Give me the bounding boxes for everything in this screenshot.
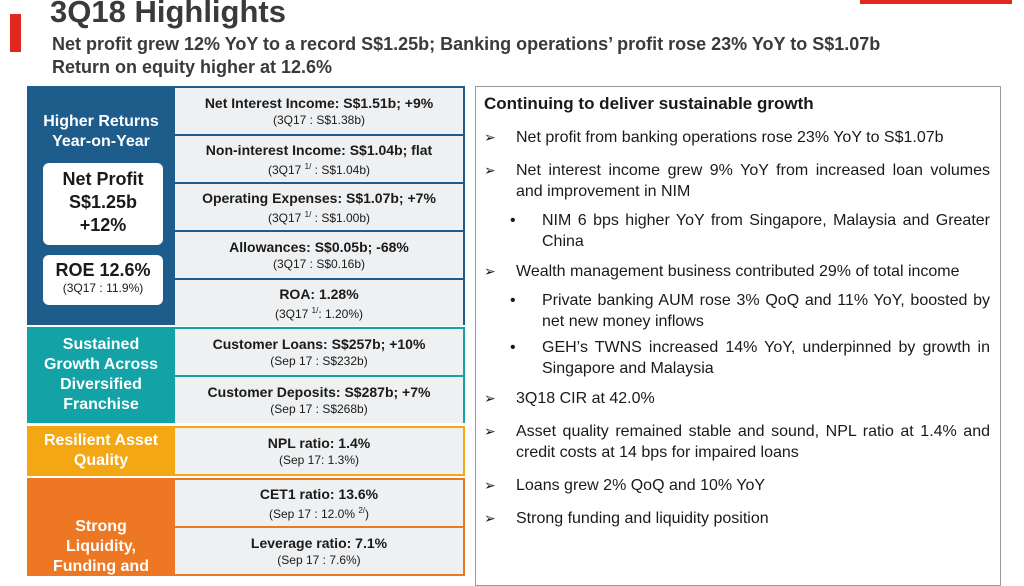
metric-net-interest-income: Net Interest Income: S$1.51b; +9% (3Q17 … bbox=[175, 88, 463, 134]
sub-bullet-text: GEH’s TWNS increased 14% YoY, underpinne… bbox=[542, 339, 990, 377]
commentary-panel: Continuing to deliver sustainable growth… bbox=[475, 86, 1001, 586]
bullet-text: Net profit from banking operations rose … bbox=[516, 129, 944, 146]
roe-value: ROE 12.6% bbox=[55, 260, 151, 280]
bullet-text: Strong funding and liquidity position bbox=[516, 510, 769, 527]
metric-sub: (Sep 17 : 12.0% 2/) bbox=[175, 503, 463, 522]
bullet-text: Wealth management business contributed 2… bbox=[516, 263, 960, 280]
bullet-item: ➢ Loans grew 2% QoQ and 10% YoY bbox=[484, 475, 990, 496]
bullet-item: ➢ Asset quality remained stable and sound… bbox=[484, 421, 990, 463]
arrow-bullet-icon: ➢ bbox=[484, 510, 496, 526]
metric-main: Operating Expenses: S$1.07b; +7% bbox=[202, 189, 436, 206]
metric-sub: (3Q17 1/ : S$1.00b) bbox=[175, 207, 463, 226]
metric-sub: (Sep 17 : S$268b) bbox=[270, 402, 368, 416]
sub-bullet-item: • Private banking AUM rose 3% QoQ and 11%… bbox=[510, 290, 990, 332]
subtitle-line-1: Net profit grew 12% YoY to a record S$1.… bbox=[52, 34, 881, 54]
bullet-item: ➢ Wealth management business contributed … bbox=[484, 261, 990, 282]
category-label: Sustained Growth Across Diversified Fran… bbox=[43, 336, 159, 413]
arrow-bullet-icon: ➢ bbox=[484, 390, 496, 406]
arrow-bullet-icon: ➢ bbox=[484, 129, 496, 145]
arrow-bullet-icon: ➢ bbox=[484, 477, 496, 493]
metric-sub: (3Q17 : S$1.38b) bbox=[272, 113, 366, 127]
footnote-ref: 1/ bbox=[304, 161, 312, 171]
footnote-ref: 2/ bbox=[358, 505, 366, 515]
metrics-group-liquidity: CET1 ratio: 13.6% (Sep 17 : 12.0% 2/) Le… bbox=[175, 478, 465, 576]
dot-bullet-icon: • bbox=[510, 292, 516, 309]
sub-bullet-text: NIM 6 bps higher YoY from Singapore, Mal… bbox=[542, 212, 990, 250]
metric-sub: (3Q17 1/ : S$1.04b) bbox=[175, 159, 463, 178]
net-profit-box: Net Profit S$1.25b +12% bbox=[43, 163, 163, 245]
net-profit-change: +12% bbox=[79, 215, 127, 235]
metric-main: Customer Loans: S$257b; +10% bbox=[212, 336, 426, 352]
metric-sub: (Sep 17: 1.3%) bbox=[278, 453, 360, 467]
bullet-item: ➢ 3Q18 CIR at 42.0% bbox=[484, 388, 990, 409]
bullet-item: ➢ Strong funding and liquidity position bbox=[484, 508, 990, 529]
metric-leverage-ratio: Leverage ratio: 7.1% (Sep 17 : 7.6%) bbox=[175, 528, 463, 574]
roe-box: ROE 12.6% (3Q17 : 11.9%) bbox=[43, 255, 163, 305]
accent-bar-left bbox=[10, 14, 21, 52]
sub-bullet-item: • NIM 6 bps higher YoY from Singapore, Ma… bbox=[510, 210, 990, 252]
bullet-text: Asset quality remained stable and sound,… bbox=[516, 423, 990, 461]
metrics-group-returns: Net Interest Income: S$1.51b; +9% (3Q17 … bbox=[175, 86, 465, 326]
net-profit-value: S$1.25b bbox=[68, 192, 138, 212]
dot-bullet-icon: • bbox=[510, 339, 516, 356]
category-strong-liquidity: Strong Liquidity, Funding and bbox=[27, 478, 175, 576]
metric-non-interest-income: Non-interest Income: S$1.04b; flat (3Q17… bbox=[175, 136, 463, 182]
roe-prior: (3Q17 : 11.9%) bbox=[62, 281, 144, 295]
metric-sub: (3Q17 1/: 1.20%) bbox=[175, 303, 463, 322]
metric-sub-suffix: : S$1.00b) bbox=[311, 210, 371, 225]
category-resilient-asset: Resilient Asset Quality bbox=[27, 426, 175, 476]
metric-roa: ROA: 1.28% (3Q17 1/: 1.20%) bbox=[175, 280, 463, 326]
dot-bullet-icon: • bbox=[510, 212, 516, 229]
metric-sub-suffix: : S$1.04b) bbox=[311, 162, 371, 177]
category-label: Resilient Asset Quality bbox=[43, 432, 159, 469]
metric-sub-prefix: (3Q17 bbox=[267, 210, 305, 225]
footnote-ref: 1/ bbox=[304, 209, 312, 219]
metric-main: CET1 ratio: 13.6% bbox=[259, 485, 379, 502]
page-title: 3Q18 Highlights bbox=[50, 0, 286, 29]
metric-main: NPL ratio: 1.4% bbox=[267, 435, 371, 451]
metrics-group-asset-quality: NPL ratio: 1.4% (Sep 17: 1.3%) bbox=[175, 426, 465, 476]
metric-allowances: Allowances: S$0.05b; -68% (3Q17 : S$0.16… bbox=[175, 232, 463, 278]
metric-sub-prefix: (3Q17 bbox=[274, 306, 312, 321]
metric-main: Customer Deposits: S$287b; +7% bbox=[207, 384, 431, 400]
metric-main: Net Interest Income: S$1.51b; +9% bbox=[204, 95, 434, 111]
metric-npl-ratio: NPL ratio: 1.4% (Sep 17: 1.3%) bbox=[175, 428, 463, 474]
metric-sub-prefix: (Sep 17 : 12.0% bbox=[268, 506, 359, 521]
bullet-item: ➢ Net profit from banking operations rose… bbox=[484, 127, 990, 148]
category-label: Higher Returns Year-on-Year bbox=[43, 113, 159, 150]
arrow-bullet-icon: ➢ bbox=[484, 263, 496, 279]
page-subtitle: Net profit grew 12% YoY to a record S$1.… bbox=[52, 33, 880, 79]
metric-sub-suffix: ) bbox=[365, 506, 370, 521]
metrics-group-growth: Customer Loans: S$257b; +10% (Sep 17 : S… bbox=[175, 327, 465, 423]
commentary-heading: Continuing to deliver sustainable growth bbox=[484, 94, 814, 113]
bullet-item: ➢ Net interest income grew 9% YoY from in… bbox=[484, 160, 990, 202]
sub-bullet-item: • GEH’s TWNS increased 14% YoY, underpinn… bbox=[510, 337, 990, 379]
footnote-ref: 1/ bbox=[311, 305, 319, 315]
net-profit-label: Net Profit bbox=[62, 169, 144, 189]
metric-sub: (3Q17 : S$0.16b) bbox=[272, 257, 366, 271]
metric-sub: (Sep 17 : 7.6%) bbox=[277, 553, 361, 567]
bullet-text: Net interest income grew 9% YoY from inc… bbox=[516, 162, 990, 200]
subtitle-line-2: Return on equity higher at 12.6% bbox=[52, 57, 333, 77]
arrow-bullet-icon: ➢ bbox=[484, 162, 496, 178]
category-sustained-growth: Sustained Growth Across Diversified Fran… bbox=[27, 327, 175, 423]
metric-main: Non-interest Income: S$1.04b; flat bbox=[205, 141, 433, 158]
metric-sub-prefix: (3Q17 bbox=[267, 162, 305, 177]
arrow-bullet-icon: ➢ bbox=[484, 423, 496, 439]
metric-customer-deposits: Customer Deposits: S$287b; +7% (Sep 17 :… bbox=[175, 377, 463, 423]
sub-bullet-text: Private banking AUM rose 3% QoQ and 11% … bbox=[542, 292, 990, 330]
metric-main: Allowances: S$0.05b; -68% bbox=[229, 239, 409, 255]
metric-sub: (Sep 17 : S$232b) bbox=[270, 354, 368, 368]
metric-operating-expenses: Operating Expenses: S$1.07b; +7% (3Q17 1… bbox=[175, 184, 463, 230]
metric-main: Leverage ratio: 7.1% bbox=[250, 535, 388, 551]
bullet-text: 3Q18 CIR at 42.0% bbox=[516, 390, 655, 407]
metric-sub-suffix: : 1.20%) bbox=[318, 306, 364, 321]
metric-main: ROA: 1.28% bbox=[279, 285, 359, 302]
category-label: Strong Liquidity, Funding and bbox=[53, 518, 149, 575]
category-higher-returns: Higher Returns Year-on-Year Net Profit S… bbox=[27, 86, 175, 325]
bullet-text: Loans grew 2% QoQ and 10% YoY bbox=[516, 477, 766, 494]
metric-customer-loans: Customer Loans: S$257b; +10% (Sep 17 : S… bbox=[175, 329, 463, 375]
accent-bar-top bbox=[860, 0, 1012, 4]
metric-cet1-ratio: CET1 ratio: 13.6% (Sep 17 : 12.0% 2/) bbox=[175, 480, 463, 526]
